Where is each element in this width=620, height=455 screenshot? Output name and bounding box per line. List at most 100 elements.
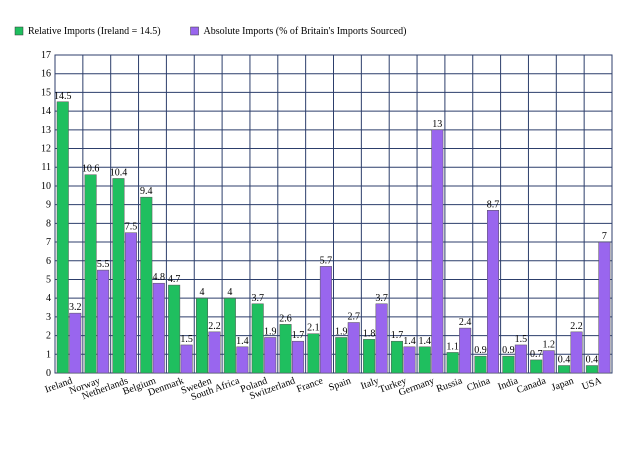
bar xyxy=(319,266,332,374)
y-tick-label: 16 xyxy=(41,69,51,80)
value-label: 1.7 xyxy=(292,330,305,341)
value-label: 1.9 xyxy=(335,326,348,337)
bar xyxy=(251,303,264,374)
bar xyxy=(292,340,305,374)
bar xyxy=(459,327,472,374)
y-tick-label: 2 xyxy=(46,331,51,342)
bar xyxy=(84,174,97,374)
value-label: 5.7 xyxy=(320,255,333,266)
value-label: 1.4 xyxy=(403,336,416,347)
value-label: 2.2 xyxy=(208,321,221,332)
value-label: 1.8 xyxy=(363,328,376,339)
bar xyxy=(196,297,208,374)
value-label: 0.4 xyxy=(558,355,571,366)
y-tick-label: 3 xyxy=(46,312,51,323)
bar xyxy=(307,333,320,374)
bar xyxy=(140,196,153,374)
x-tick-label: China xyxy=(465,375,492,394)
value-label: 2.7 xyxy=(348,311,361,322)
value-label: 2.4 xyxy=(459,317,472,328)
value-label: 2.6 xyxy=(279,313,292,324)
bar xyxy=(112,178,125,374)
bar xyxy=(431,129,444,374)
bar xyxy=(69,312,82,374)
bar xyxy=(152,282,165,374)
value-label: 1.5 xyxy=(515,334,528,345)
value-label: 2.2 xyxy=(570,321,583,332)
value-label: 1.2 xyxy=(542,340,555,351)
value-label: 5.5 xyxy=(97,259,110,270)
bar xyxy=(97,269,110,374)
bar xyxy=(530,359,543,374)
x-tick-label: Russia xyxy=(435,375,464,395)
value-label: 8.7 xyxy=(487,199,500,210)
bar xyxy=(542,350,555,374)
y-tick-label: 5 xyxy=(46,274,51,285)
x-tick-label: Spain xyxy=(327,375,352,393)
bar xyxy=(375,303,388,374)
bar xyxy=(418,346,431,374)
y-tick-label: 17 xyxy=(41,50,51,61)
value-label: 9.4 xyxy=(140,186,153,197)
y-tick-label: 15 xyxy=(41,87,51,98)
y-tick-label: 10 xyxy=(41,181,51,192)
bar xyxy=(223,297,236,374)
x-tick-label: France xyxy=(295,375,325,395)
value-label: 1.4 xyxy=(419,336,432,347)
legend-swatch xyxy=(190,26,199,36)
y-tick-label: 6 xyxy=(46,256,51,267)
bar xyxy=(598,241,611,374)
bar xyxy=(502,355,515,374)
bar xyxy=(446,352,459,374)
value-label: 2.1 xyxy=(307,323,320,334)
bar xyxy=(335,337,348,374)
bar xyxy=(124,232,137,374)
value-label: 7.5 xyxy=(125,222,138,233)
bar xyxy=(168,284,181,374)
bar xyxy=(363,339,376,374)
value-label: 1.7 xyxy=(391,330,404,341)
y-tick-label: 8 xyxy=(46,218,51,229)
y-tick-label: 7 xyxy=(46,237,51,248)
value-label: 1.9 xyxy=(264,326,277,337)
value-label: 0.9 xyxy=(502,345,515,356)
bar xyxy=(264,337,277,374)
value-label: 3.7 xyxy=(251,293,264,304)
y-tick-label: 12 xyxy=(41,144,51,155)
value-label: 14.5 xyxy=(54,91,72,102)
plot-border xyxy=(54,54,613,374)
y-tick-label: 14 xyxy=(41,106,51,117)
value-label: 0.4 xyxy=(586,355,599,366)
value-label: 1.5 xyxy=(180,334,193,345)
y-tick-label: 4 xyxy=(46,293,51,304)
value-label: 10.4 xyxy=(110,167,128,178)
bar xyxy=(585,365,598,374)
value-label: 0.9 xyxy=(474,345,487,356)
bar xyxy=(487,210,499,374)
bar xyxy=(558,365,571,374)
value-label: 4.7 xyxy=(168,274,181,285)
legend-label: Relative Imports (Ireland = 14.5) xyxy=(28,26,161,37)
value-label: 4 xyxy=(200,287,205,298)
bar xyxy=(474,355,487,374)
y-tick-label: 11 xyxy=(41,162,51,173)
x-tick-label: Italy xyxy=(359,375,380,392)
bar xyxy=(236,346,249,374)
value-label: 1.4 xyxy=(236,336,249,347)
value-label: 7 xyxy=(602,231,607,242)
bar xyxy=(279,324,292,374)
bar xyxy=(208,331,221,374)
value-label: 13 xyxy=(432,119,442,130)
y-tick-label: 9 xyxy=(46,200,51,211)
y-tick-label: 13 xyxy=(41,125,51,136)
value-label: 0.7 xyxy=(530,349,543,360)
value-label: 4 xyxy=(227,287,232,298)
value-label: 4.8 xyxy=(153,272,166,283)
bar xyxy=(56,101,69,374)
x-tick-label: USA xyxy=(581,375,604,392)
bar xyxy=(570,331,583,374)
value-label: 1.1 xyxy=(446,341,459,352)
bar xyxy=(403,346,416,374)
x-tick-label: Japan xyxy=(550,375,575,393)
